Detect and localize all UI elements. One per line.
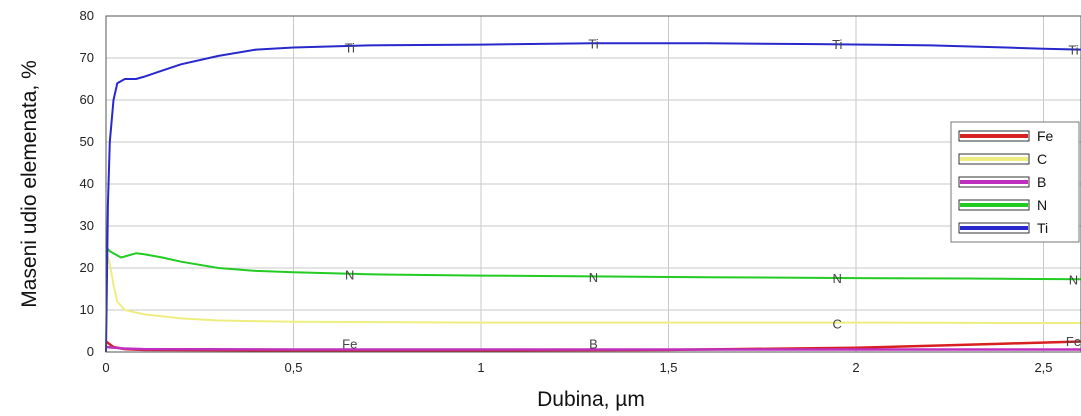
curve-label: Fe (342, 337, 357, 352)
curve-label: N (1069, 272, 1078, 287)
y-tick-label: 0 (87, 344, 94, 359)
legend-item-fe: Fe (958, 128, 1054, 144)
y-tick-label: 60 (80, 92, 94, 107)
curve-label: C (833, 316, 842, 331)
curve-label: Ti (588, 36, 598, 51)
series-line-n (105, 246, 1081, 281)
legend-item-b: B (958, 174, 1046, 190)
legend-label: Fe (1037, 128, 1054, 144)
legend-label: N (1037, 197, 1047, 213)
y-axis-ticks: 0 10 20 30 40 50 60 70 80 (80, 8, 94, 359)
series-line-ti (105, 42, 1081, 353)
x-tick-label: 0 (102, 360, 109, 375)
y-tick-label: 10 (80, 302, 94, 317)
x-tick-label: 1 (477, 360, 484, 375)
curve-label: B (589, 337, 598, 352)
curve-label: Ti (345, 41, 355, 56)
y-tick-label: 80 (80, 8, 94, 23)
x-axis-ticks: 0 0,5 1 1,5 2 2,5 (102, 360, 1052, 375)
legend-item-ti: Ti (958, 220, 1048, 236)
legend-label: Ti (1037, 220, 1048, 236)
series-line-c (105, 250, 1081, 324)
grid (106, 16, 1081, 352)
y-tick-label: 30 (80, 218, 94, 233)
plot-frame (105, 15, 1081, 353)
legend-item-n: N (958, 197, 1047, 213)
curve-label: N (345, 267, 354, 282)
series-line-b (105, 345, 1081, 351)
legend: Fe CBN Ti (950, 121, 1080, 243)
y-tick-label: 40 (80, 176, 94, 191)
x-tick-label: 2 (852, 360, 859, 375)
x-tick-label: 2,5 (1034, 360, 1052, 375)
y-tick-label: 70 (80, 50, 94, 65)
curve-label: Fe (1066, 334, 1081, 349)
curve-label: N (589, 270, 598, 285)
legend-item-c: C (958, 151, 1047, 167)
x-tick-label: 1,5 (659, 360, 677, 375)
curve-label: Ti (1068, 43, 1078, 58)
x-tick-label: 0,5 (284, 360, 302, 375)
legend-label: C (1037, 151, 1047, 167)
x-axis-label: Dubina, µm (537, 388, 645, 411)
y-tick-label: 20 (80, 260, 94, 275)
y-tick-label: 50 (80, 134, 94, 149)
curve-labels: Ti Ti Ti Ti N N N N C Fe B Fe (342, 36, 1081, 351)
y-axis-label: Maseni udio elemenata, % (18, 60, 41, 307)
legend-label: B (1037, 174, 1046, 190)
series-lines (105, 42, 1081, 353)
curve-label: N (833, 271, 842, 286)
curve-label: Ti (832, 37, 842, 52)
